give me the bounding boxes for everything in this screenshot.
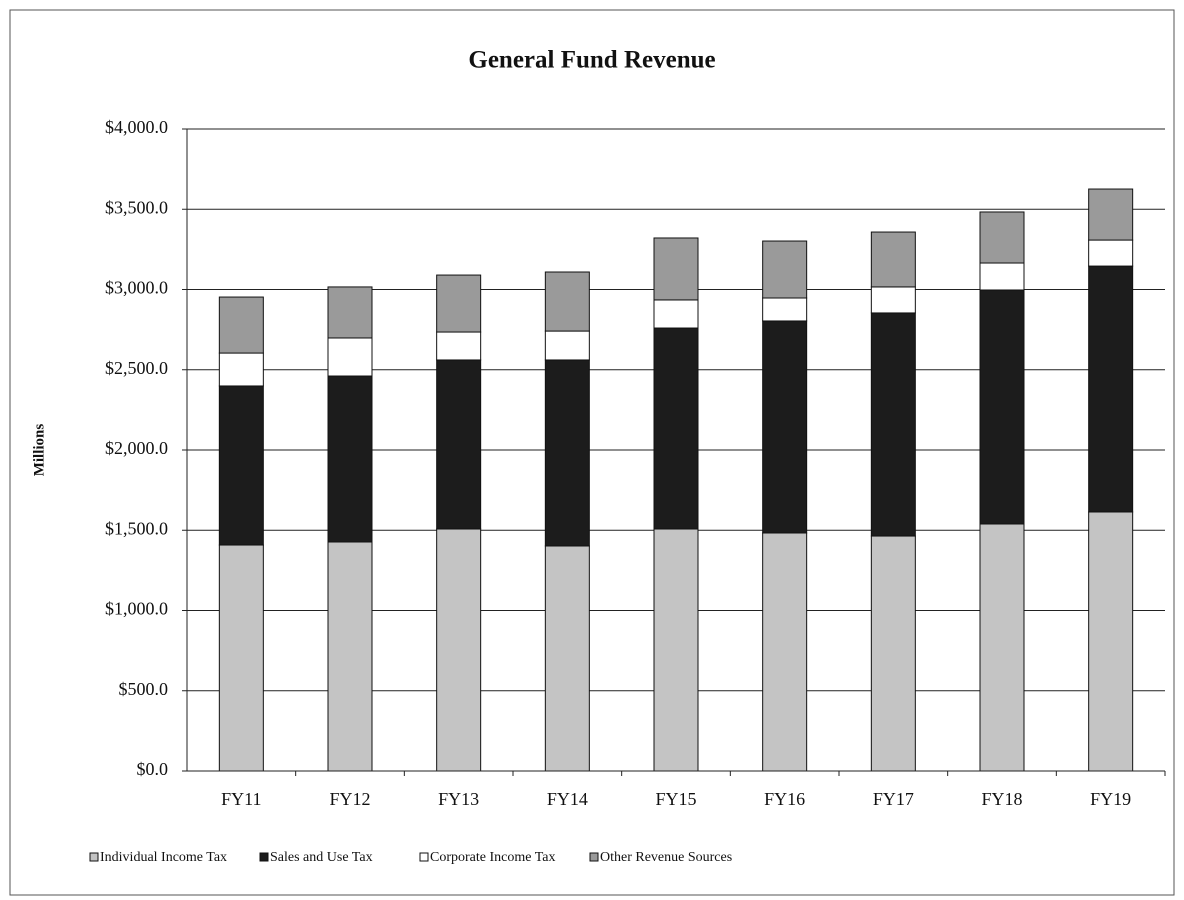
legend-swatch [259, 852, 269, 862]
chart-title: General Fund Revenue [468, 47, 715, 74]
legend-label: Sales and Use Tax [270, 850, 373, 865]
bar-segment [544, 271, 590, 332]
y-tick-label: $3,000.0 [105, 278, 168, 298]
bar-segment [218, 296, 264, 354]
y-tick-label: $3,500.0 [105, 197, 168, 217]
bar-segment [762, 240, 808, 299]
x-tick-label: FY16 [764, 789, 805, 809]
bar-segment [327, 286, 373, 339]
bar-segment [653, 299, 699, 329]
y-tick-label: $2,500.0 [105, 358, 168, 378]
bar-segment [870, 535, 916, 772]
bar-segment [544, 359, 590, 547]
x-tick-label: FY19 [1090, 789, 1131, 809]
bar-segment [327, 541, 373, 772]
y-tick-label: $0.0 [137, 759, 169, 779]
bar-segment [653, 237, 699, 301]
bar-segment [979, 289, 1025, 525]
bar-segment [762, 297, 808, 322]
y-tick-label: $500.0 [119, 679, 169, 699]
legend-swatch [419, 852, 429, 862]
bar-segment [653, 528, 699, 772]
bar-segment [1088, 188, 1134, 241]
bar-segment [327, 375, 373, 543]
bar-segment [436, 528, 482, 772]
bar-segment [218, 352, 264, 387]
legend-label: Other Revenue Sources [600, 850, 732, 865]
legend-swatch [589, 852, 599, 862]
bar-segment [327, 337, 373, 377]
bar-segment [218, 544, 264, 772]
legend-label: Individual Income Tax [100, 850, 227, 865]
bar-segment [870, 312, 916, 537]
y-tick-label: $2,000.0 [105, 438, 168, 458]
x-tick-label: FY18 [981, 789, 1022, 809]
y-tick-label: $4,000.0 [105, 117, 168, 137]
legend-label: Corporate Income Tax [430, 850, 556, 865]
bar-segment [979, 211, 1025, 264]
bar-segment [544, 545, 590, 772]
bar-segment [870, 286, 916, 314]
y-tick-label: $1,500.0 [105, 518, 168, 538]
x-tick-label: FY11 [221, 789, 261, 809]
legend-swatch [89, 852, 99, 862]
bar-segment [979, 523, 1025, 772]
bar-segment [762, 320, 808, 534]
bar-segment [653, 327, 699, 530]
bar-segment [544, 330, 590, 361]
chart-frame [9, 9, 1175, 896]
bar-segment [1088, 239, 1134, 267]
bar-segment [1088, 511, 1134, 772]
x-tick-label: FY12 [329, 789, 370, 809]
bar-segment [762, 532, 808, 772]
y-tick-label: $1,000.0 [105, 599, 168, 619]
x-tick-label: FY15 [655, 789, 696, 809]
x-tick-label: FY17 [873, 789, 914, 809]
bar-segment [870, 231, 916, 288]
y-axis-label: Millions [31, 424, 47, 477]
x-tick-label: FY13 [438, 789, 479, 809]
bar-segment [436, 359, 482, 530]
bar-segment [436, 331, 482, 361]
bar-segment [218, 385, 264, 546]
x-tick-label: FY14 [547, 789, 588, 809]
bar-segment [979, 262, 1025, 291]
bar-segment [436, 274, 482, 333]
bar-segment [1088, 265, 1134, 513]
